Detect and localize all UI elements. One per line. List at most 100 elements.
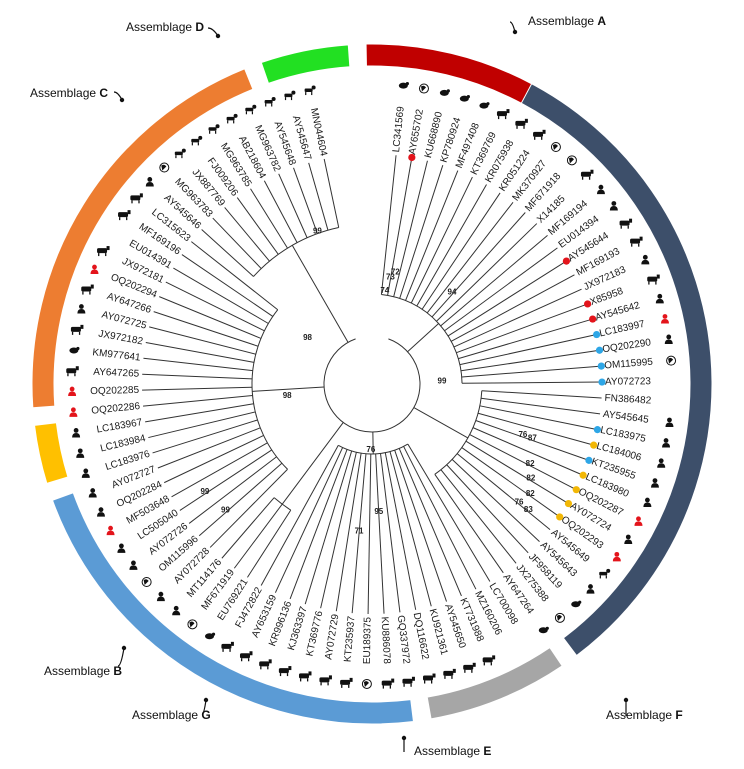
assemblage-label-f: Assemblage F [606, 708, 683, 722]
tip-branch [405, 170, 459, 301]
bootstrap-value: 98 [303, 333, 312, 342]
tip-label: LC183975 [599, 425, 647, 445]
clade-arc [338, 443, 409, 455]
tip-label: AY647265 [93, 367, 140, 380]
tip-label: KM977641 [92, 347, 142, 363]
bootstrap-value: 73 [386, 273, 395, 282]
marker-dot-yellow [579, 471, 587, 479]
beaver-icon [459, 94, 470, 102]
arc-assemblage-g [33, 422, 69, 485]
human-icon [172, 605, 181, 616]
arc-assemblage-c [260, 44, 351, 84]
globe-icon [187, 619, 198, 630]
assemblage-letter: B [113, 664, 122, 678]
human-icon [117, 543, 126, 553]
tip-branch [198, 462, 283, 537]
tip-branch [447, 260, 567, 337]
tip-branch [426, 201, 514, 314]
tip-branch [481, 390, 602, 399]
cat-icon [398, 82, 409, 89]
tip-branch [148, 411, 256, 439]
tip-label: KU886078 [379, 616, 392, 664]
tip-branch [458, 318, 593, 360]
cow-icon [66, 366, 79, 377]
leader-line [201, 699, 207, 715]
tip-branch [451, 459, 540, 542]
clade-arc [251, 309, 288, 470]
human-red-icon [634, 516, 643, 526]
tip-branch [308, 162, 329, 231]
marker-dot-yellow [556, 513, 564, 521]
leader-dot [203, 697, 209, 703]
human-icon [76, 448, 85, 458]
tip-branch [479, 405, 598, 431]
tip-branch [149, 326, 256, 355]
assemblage-label-c: Assemblage C [30, 86, 108, 100]
tip-branch [274, 447, 344, 593]
bootstrap-value: 71 [355, 526, 364, 535]
bootstrap-value: 94 [448, 288, 457, 297]
tip-branch [164, 435, 264, 484]
horse-icon [630, 236, 643, 247]
tip-branch [394, 450, 448, 602]
human-icon [72, 428, 81, 438]
marker-dot-blue [595, 346, 604, 354]
dog-icon [208, 124, 220, 134]
tip-branch [461, 365, 602, 378]
marker-dot-red [589, 315, 597, 323]
pig-icon [221, 641, 234, 652]
marker-dot-yellow [572, 486, 580, 494]
assemblage-prefix: Assemblage [528, 14, 597, 28]
tip-label: OM115995 [604, 357, 654, 372]
cow-icon [278, 666, 292, 677]
cow-icon [259, 659, 272, 670]
human-red-icon [68, 386, 77, 397]
tip-label: LC183997 [598, 319, 646, 340]
tip-label: AY655702 [407, 108, 426, 156]
bootstrap-value: 72 [391, 267, 400, 276]
arc-assemblage-d [365, 43, 533, 104]
tip-label: OQ202285 [90, 385, 140, 397]
globe-icon [361, 678, 372, 689]
tip-label: AY072723 [605, 376, 651, 387]
host-icons [66, 82, 677, 689]
pig-icon [239, 651, 253, 662]
assemblage-prefix: Assemblage [414, 744, 483, 758]
arc-assemblage-e [51, 492, 414, 725]
dog-icon [174, 148, 186, 159]
cat-icon [538, 626, 549, 634]
tip-branch [461, 381, 602, 384]
globe-icon [666, 355, 677, 366]
human-red-icon [612, 551, 621, 562]
clade-stem [407, 323, 439, 353]
tip-branch [431, 212, 526, 318]
leader-dot [119, 97, 125, 103]
human-icon [665, 417, 674, 427]
tip-branch [191, 241, 279, 311]
tip-branch [201, 229, 254, 277]
tip-branch [393, 160, 428, 297]
tip-branch [209, 468, 288, 548]
tip-branch [416, 184, 487, 307]
assemblage-label-a: Assemblage A [528, 14, 606, 28]
bootstrap-value: 87 [528, 433, 537, 442]
horse-icon [70, 324, 84, 335]
tip-label: EU189375 [362, 616, 374, 664]
tip-branch [375, 453, 385, 614]
horse-icon [580, 169, 594, 180]
horse-icon [619, 218, 633, 229]
sheep-icon [443, 668, 456, 679]
human-icon [145, 177, 154, 187]
tip-branch [335, 453, 362, 612]
tip-branch [410, 176, 473, 304]
leader-dot [121, 645, 127, 651]
marker-dot-red [584, 300, 592, 308]
human-red-icon [660, 314, 669, 324]
dog-icon [191, 135, 203, 146]
cow-icon [496, 109, 510, 120]
tip-branch [304, 450, 353, 605]
sheep-icon [319, 675, 332, 686]
marker-dot-blue [593, 426, 602, 434]
tip-label: LC183967 [96, 417, 144, 436]
